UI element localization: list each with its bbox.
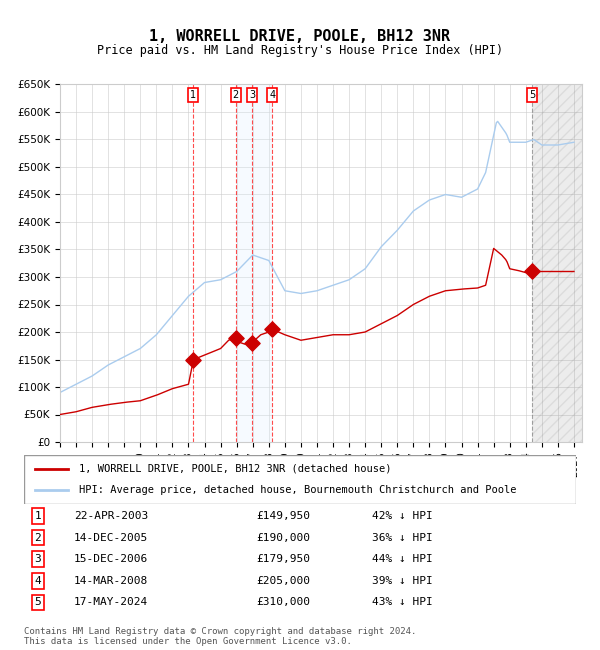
Text: 14-DEC-2005: 14-DEC-2005 — [74, 532, 148, 543]
Text: 4: 4 — [269, 90, 275, 100]
Text: 44% ↓ HPI: 44% ↓ HPI — [372, 554, 433, 564]
Text: 2: 2 — [34, 532, 41, 543]
Text: 1, WORRELL DRIVE, POOLE, BH12 3NR: 1, WORRELL DRIVE, POOLE, BH12 3NR — [149, 29, 451, 44]
Text: 1: 1 — [34, 511, 41, 521]
Text: 5: 5 — [34, 597, 41, 607]
Text: 43% ↓ HPI: 43% ↓ HPI — [372, 597, 433, 607]
Text: 15-DEC-2006: 15-DEC-2006 — [74, 554, 148, 564]
Bar — [236, 84, 272, 442]
Text: 3: 3 — [34, 554, 41, 564]
Text: Price paid vs. HM Land Registry's House Price Index (HPI): Price paid vs. HM Land Registry's House … — [97, 44, 503, 57]
Text: £310,000: £310,000 — [256, 597, 310, 607]
Text: 1: 1 — [190, 90, 197, 100]
Point — [188, 354, 198, 365]
Text: £190,000: £190,000 — [256, 532, 310, 543]
Point — [527, 266, 536, 277]
FancyBboxPatch shape — [24, 455, 576, 504]
Text: 3: 3 — [249, 90, 255, 100]
Text: 14-MAR-2008: 14-MAR-2008 — [74, 576, 148, 586]
Text: This data is licensed under the Open Government Licence v3.0.: This data is licensed under the Open Gov… — [24, 637, 352, 646]
Text: 17-MAY-2024: 17-MAY-2024 — [74, 597, 148, 607]
Text: 39% ↓ HPI: 39% ↓ HPI — [372, 576, 433, 586]
Text: £179,950: £179,950 — [256, 554, 310, 564]
Text: HPI: Average price, detached house, Bournemouth Christchurch and Poole: HPI: Average price, detached house, Bour… — [79, 485, 517, 495]
Text: 5: 5 — [529, 90, 535, 100]
Text: £149,950: £149,950 — [256, 511, 310, 521]
Point — [268, 324, 277, 335]
Point — [231, 332, 241, 343]
Bar — [532, 84, 582, 442]
Text: 1, WORRELL DRIVE, POOLE, BH12 3NR (detached house): 1, WORRELL DRIVE, POOLE, BH12 3NR (detac… — [79, 463, 392, 474]
Point — [247, 338, 257, 348]
Text: 36% ↓ HPI: 36% ↓ HPI — [372, 532, 433, 543]
Text: 22-APR-2003: 22-APR-2003 — [74, 511, 148, 521]
Text: Contains HM Land Registry data © Crown copyright and database right 2024.: Contains HM Land Registry data © Crown c… — [24, 627, 416, 636]
Text: 2: 2 — [233, 90, 239, 100]
Text: 4: 4 — [34, 576, 41, 586]
Text: £205,000: £205,000 — [256, 576, 310, 586]
Text: 42% ↓ HPI: 42% ↓ HPI — [372, 511, 433, 521]
